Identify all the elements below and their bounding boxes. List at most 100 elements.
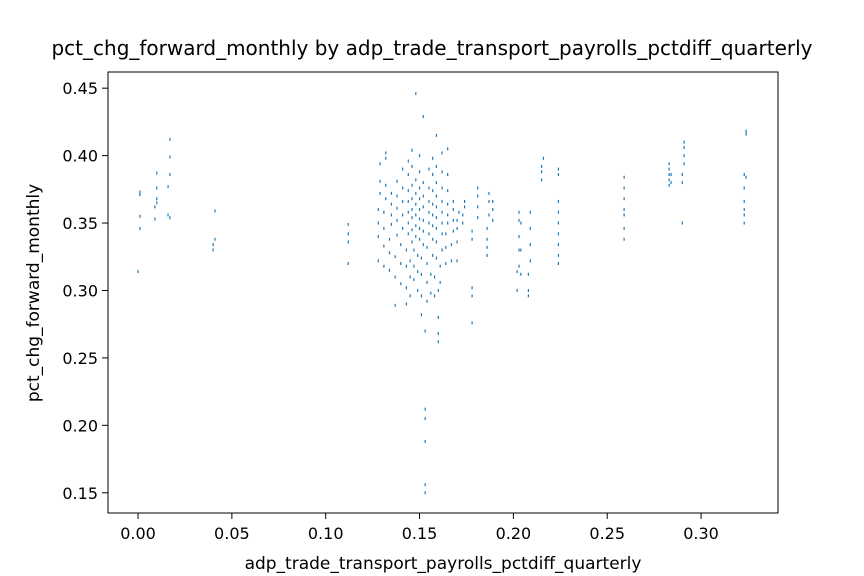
scatter-point [385,183,387,187]
scatter-point [167,213,169,217]
scatter-point [388,268,391,272]
scatter-point [411,148,413,152]
scatter-point [377,208,379,212]
scatter-point [377,259,379,263]
x-tick-label: 0.25 [589,524,625,543]
scatter-point [668,162,670,166]
scatter-point [407,189,409,193]
scatter-point [518,264,520,268]
scatter-point [486,245,488,249]
scatter-point [413,248,415,252]
scatter-point [743,213,745,217]
scatter-point [435,226,438,230]
scatter-point [415,191,417,195]
scatter-point [683,162,685,166]
scatter-point [441,221,443,225]
scatter-point [670,173,672,176]
scatter-point [432,189,434,193]
scatter-point [418,154,421,158]
scatter-point [379,191,381,195]
scatter-point [437,332,439,336]
scatter-point [518,210,520,214]
scatter-point [557,262,560,265]
scatter-point [542,156,545,160]
scatter-point [396,179,398,183]
scatter-point [428,167,430,171]
scatter-point [379,162,381,166]
scatter-point [420,294,423,298]
scatter-point [471,229,473,233]
scatter-point [377,235,379,239]
scatter-point [435,164,438,168]
scatter-point [411,164,413,168]
scatter-point [394,303,396,307]
scatter-point [385,156,387,160]
scatter-point [418,237,421,241]
scatter-point [405,286,407,290]
scatter-point [439,264,441,268]
scatter-point [426,262,428,265]
scatter-point [488,191,490,195]
scatter-point [400,262,402,265]
scatter-point [471,294,473,298]
scatter-point [383,210,385,214]
scatter-point [409,294,411,298]
scatter-point [745,175,747,179]
scatter-point [441,151,443,155]
scatter-point [518,235,520,239]
scatter-point [439,280,441,284]
y-tick-label: 0.30 [62,281,98,300]
chart-title: pct_chg_forward_monthly by adp_trade_tra… [51,36,812,60]
scatter-point [139,226,141,230]
scatter-point [463,205,466,209]
scatter-point [557,253,560,257]
scatter-point [169,216,171,220]
scatter-point [428,199,430,203]
scatter-point [154,205,156,209]
scatter-point [435,205,438,209]
scatter-point [411,208,413,212]
scatter-point [169,155,171,159]
scatter-point [156,186,158,190]
scatter-point [377,221,379,225]
scatter-point [415,213,417,217]
scatter-point [402,213,404,217]
scatter-point [426,280,428,284]
scatter-point [430,272,432,276]
scatter-point [471,321,473,325]
scatter-point [492,218,494,222]
scatter-point [409,275,411,279]
x-tick-label: 0.00 [120,524,156,543]
scatter-point [383,226,385,230]
scatter-point [405,264,407,268]
scatter-point [156,201,158,205]
scatter-point [394,255,396,259]
scatter-point [623,213,625,217]
scatter-point [456,240,458,244]
scatter-point [745,129,747,133]
scatter-point [557,232,560,236]
scatter-point [520,248,522,252]
scatter-point [212,243,214,247]
scatter-point [437,288,439,292]
scatter-point [415,202,417,206]
scatter-point [417,288,419,292]
scatter-point [681,221,683,225]
points-layer [137,92,747,495]
scatter-point [623,226,625,230]
scatter-point [424,407,426,411]
scatter-point [488,199,490,203]
scatter-point [518,218,520,222]
scatter-point [520,272,522,276]
scatter-point [383,264,385,268]
scatter-point [743,186,745,190]
scatter-point [743,208,745,212]
scatter-point [347,262,349,265]
scatter-point [396,233,398,237]
scatter-point [428,232,430,236]
scatter-point [417,270,419,274]
scatter-point [486,253,488,257]
y-tick-label: 0.40 [62,147,98,166]
scatter-point [516,288,518,292]
